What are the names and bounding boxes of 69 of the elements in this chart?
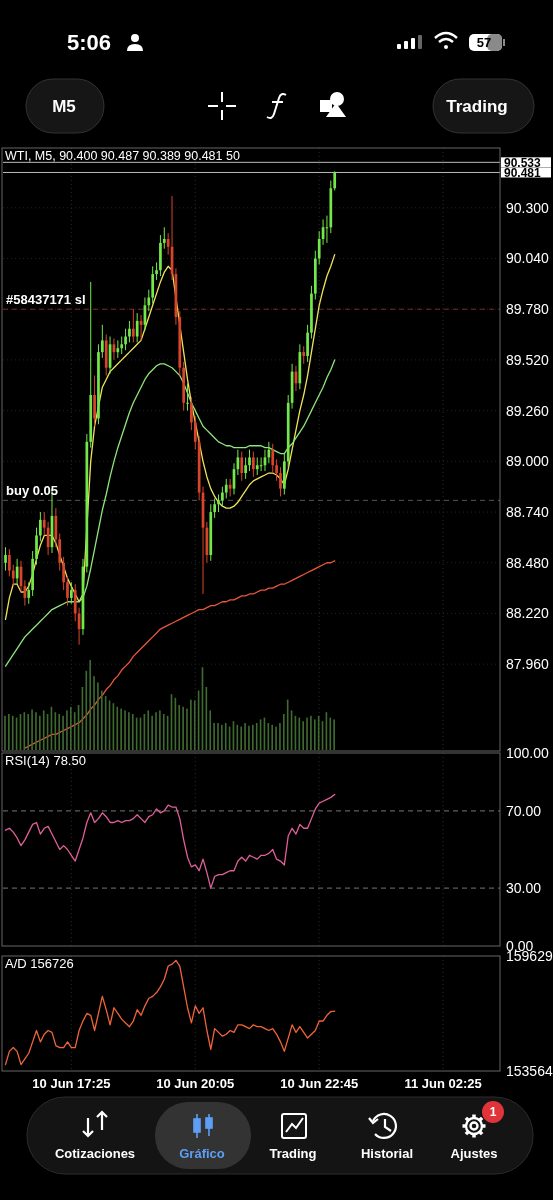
y-tick-label: 153564	[506, 1062, 553, 1079]
candlestick	[35, 527, 38, 566]
x-tick-label: 10 Jun 17:25	[32, 1076, 111, 1091]
candlestick	[186, 382, 189, 412]
y-tick-label: 90.300	[506, 199, 550, 216]
candlestick	[100, 324, 104, 359]
line-series	[24, 560, 336, 749]
y-tick-label: 90.040	[506, 250, 550, 267]
x-tick-label: 11 Jun 02:25	[404, 1076, 482, 1091]
y-tick-label: 89.520	[506, 351, 550, 368]
chart-title: WTI, M5, 90.400 90.487 90.389 90.481 50	[5, 149, 240, 163]
candlestick	[70, 581, 73, 605]
chart-title: A/D 156726	[5, 956, 74, 972]
candlestick	[66, 575, 69, 607]
y-tick-label: 30.00	[506, 880, 542, 896]
candlestick	[162, 226, 166, 250]
candlestick	[128, 320, 131, 343]
candlestick	[306, 324, 309, 363]
candlestick	[333, 170, 337, 191]
text: Historial	[360, 1146, 414, 1161]
candlestick	[135, 312, 139, 343]
candlestick	[252, 451, 255, 478]
text: 5:06	[67, 30, 112, 55]
candlestick	[151, 265, 155, 304]
candlestick	[279, 466, 282, 497]
text: Cotizaciones	[54, 1146, 136, 1161]
candlestick	[248, 449, 251, 472]
candlestick	[39, 511, 42, 542]
line-series	[4, 793, 336, 889]
y-tick-label: 70.00	[506, 802, 542, 819]
candlestick	[244, 456, 247, 480]
candlestick	[190, 396, 193, 431]
candlestick	[224, 478, 228, 499]
candlestick	[27, 581, 31, 605]
candlestick	[11, 564, 15, 587]
text: 57	[476, 35, 492, 50]
candlestick	[213, 497, 216, 519]
y-tick-label: 89.780	[506, 301, 550, 318]
line-series	[4, 253, 336, 620]
candlestick	[4, 546, 7, 572]
y-tick-label: 87.960	[506, 656, 550, 673]
text: Gráfico	[179, 1146, 225, 1161]
y-tick-label: 88.740	[506, 503, 550, 520]
candlestick	[240, 451, 244, 482]
y-tick-label: 89.000	[506, 453, 550, 470]
candlestick	[124, 328, 127, 351]
chart-title: RSI(14) 78.50	[5, 753, 86, 769]
x-tick-label: 10 Jun 22:45	[280, 1076, 359, 1091]
text: Ajustes	[450, 1146, 498, 1161]
candlestick	[131, 308, 135, 343]
candlestick	[93, 375, 96, 427]
ref-line-label: #58437171 sl	[6, 292, 86, 308]
candlestick	[8, 548, 11, 577]
candlestick	[271, 443, 275, 474]
text: Trading	[446, 97, 508, 116]
text: M5	[52, 97, 76, 116]
y-tick-label: 100.00	[506, 744, 550, 761]
text: 1	[489, 1105, 497, 1119]
candlestick	[221, 486, 224, 507]
text: Trading	[269, 1146, 317, 1161]
x-tick-label: 10 Jun 20:05	[156, 1076, 235, 1091]
line-series	[4, 359, 336, 667]
y-tick-label: 88.220	[506, 605, 550, 622]
line-series	[4, 959, 336, 1066]
y-tick-label: 88.480	[506, 554, 550, 571]
candlestick	[62, 556, 65, 591]
y-tick-label: 89.260	[506, 402, 550, 419]
candlestick	[275, 458, 278, 482]
ref-line-label: buy 0.05	[6, 483, 59, 499]
